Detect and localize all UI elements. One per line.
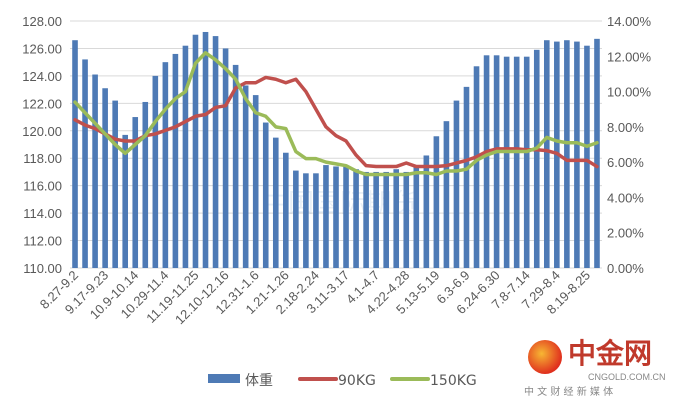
series-line-90KG [73, 75, 599, 169]
bar [82, 59, 88, 268]
bar [272, 137, 279, 268]
bar [72, 40, 78, 268]
y2-tick-label: 8.00% [607, 120, 644, 135]
bar [212, 36, 219, 268]
y-tick-label: 124.00 [22, 69, 62, 84]
bar [383, 171, 389, 268]
bar [283, 152, 289, 268]
bar [503, 56, 510, 268]
logo-emblem-icon [528, 340, 562, 374]
y-tick-label: 122.00 [22, 96, 62, 111]
y-tick-label: 116.00 [23, 179, 62, 194]
bar [182, 45, 189, 269]
bar [353, 169, 359, 268]
bar [92, 74, 98, 269]
bar [152, 75, 159, 268]
y2-tick-label: 4.00% [607, 190, 644, 205]
bar [493, 55, 500, 268]
y-tick-label: 118.00 [23, 151, 62, 166]
bar [533, 49, 540, 268]
bar [252, 95, 259, 268]
bar [433, 136, 440, 268]
bar [483, 55, 490, 268]
bar [363, 171, 369, 268]
legend-label: 体重 [245, 373, 273, 389]
logo-name: 中金网 [568, 337, 653, 370]
y-tick-label: 114.00 [23, 206, 62, 221]
bar [132, 117, 139, 268]
y-tick-label: 120.00 [22, 124, 62, 139]
bar [262, 122, 269, 269]
legend-label: 150KG [430, 373, 477, 389]
bar [333, 166, 339, 268]
bar [242, 85, 249, 268]
legend-item: 90KG [298, 373, 376, 389]
y-tick-label: 110.00 [23, 261, 62, 276]
y2-tick-label: 6.00% [607, 155, 644, 170]
bar [122, 134, 129, 268]
bar [343, 166, 349, 268]
legend-swatch [208, 374, 240, 383]
cngold-logo: 中金网 CNGOLD.COM.CN 中 文 财 经 新 媒 体 [524, 337, 678, 406]
bar [523, 56, 530, 268]
y2-tick-label: 12.00% [607, 49, 652, 64]
legend-label: 90KG [338, 373, 376, 389]
y-tick-label: 112.00 [23, 234, 62, 249]
y-tick-label: 126.00 [22, 41, 62, 56]
y2-tick-label: 14.00% [607, 14, 652, 29]
bar [423, 155, 430, 268]
bar [513, 56, 520, 268]
bar [323, 165, 329, 268]
bar [232, 64, 239, 269]
logo-tagline: 中 文 财 经 新 媒 体 [524, 387, 614, 398]
bar [403, 171, 410, 268]
bar [293, 170, 299, 268]
bar [564, 40, 570, 268]
bar [102, 88, 108, 268]
logo-domain: CNGOLD.COM.CN [588, 372, 666, 382]
bar [142, 101, 149, 268]
y2-tick-label: 10.00% [607, 85, 652, 100]
bar [202, 31, 209, 268]
bar [443, 121, 450, 268]
bar [453, 100, 460, 268]
bar [313, 173, 319, 268]
bar [413, 166, 420, 268]
bar [172, 53, 179, 268]
bar [222, 48, 229, 268]
bar [393, 169, 400, 268]
y2-tick-label: 2.00% [607, 226, 644, 241]
bar [584, 45, 590, 269]
bar [463, 86, 470, 268]
bar [373, 171, 379, 268]
bar [192, 34, 199, 268]
bar [303, 173, 309, 268]
bar [543, 40, 550, 268]
bar [574, 41, 580, 269]
legend-item: 体重 [208, 373, 273, 389]
bar [594, 38, 600, 268]
y-tick-label: 128.00 [22, 14, 62, 29]
bar [162, 62, 169, 268]
bar [473, 66, 480, 269]
legend-item: 150KG [390, 373, 477, 389]
series-line-150KG [73, 51, 599, 177]
y2-tick-label: 0.00% [607, 261, 644, 276]
bar [112, 100, 118, 268]
